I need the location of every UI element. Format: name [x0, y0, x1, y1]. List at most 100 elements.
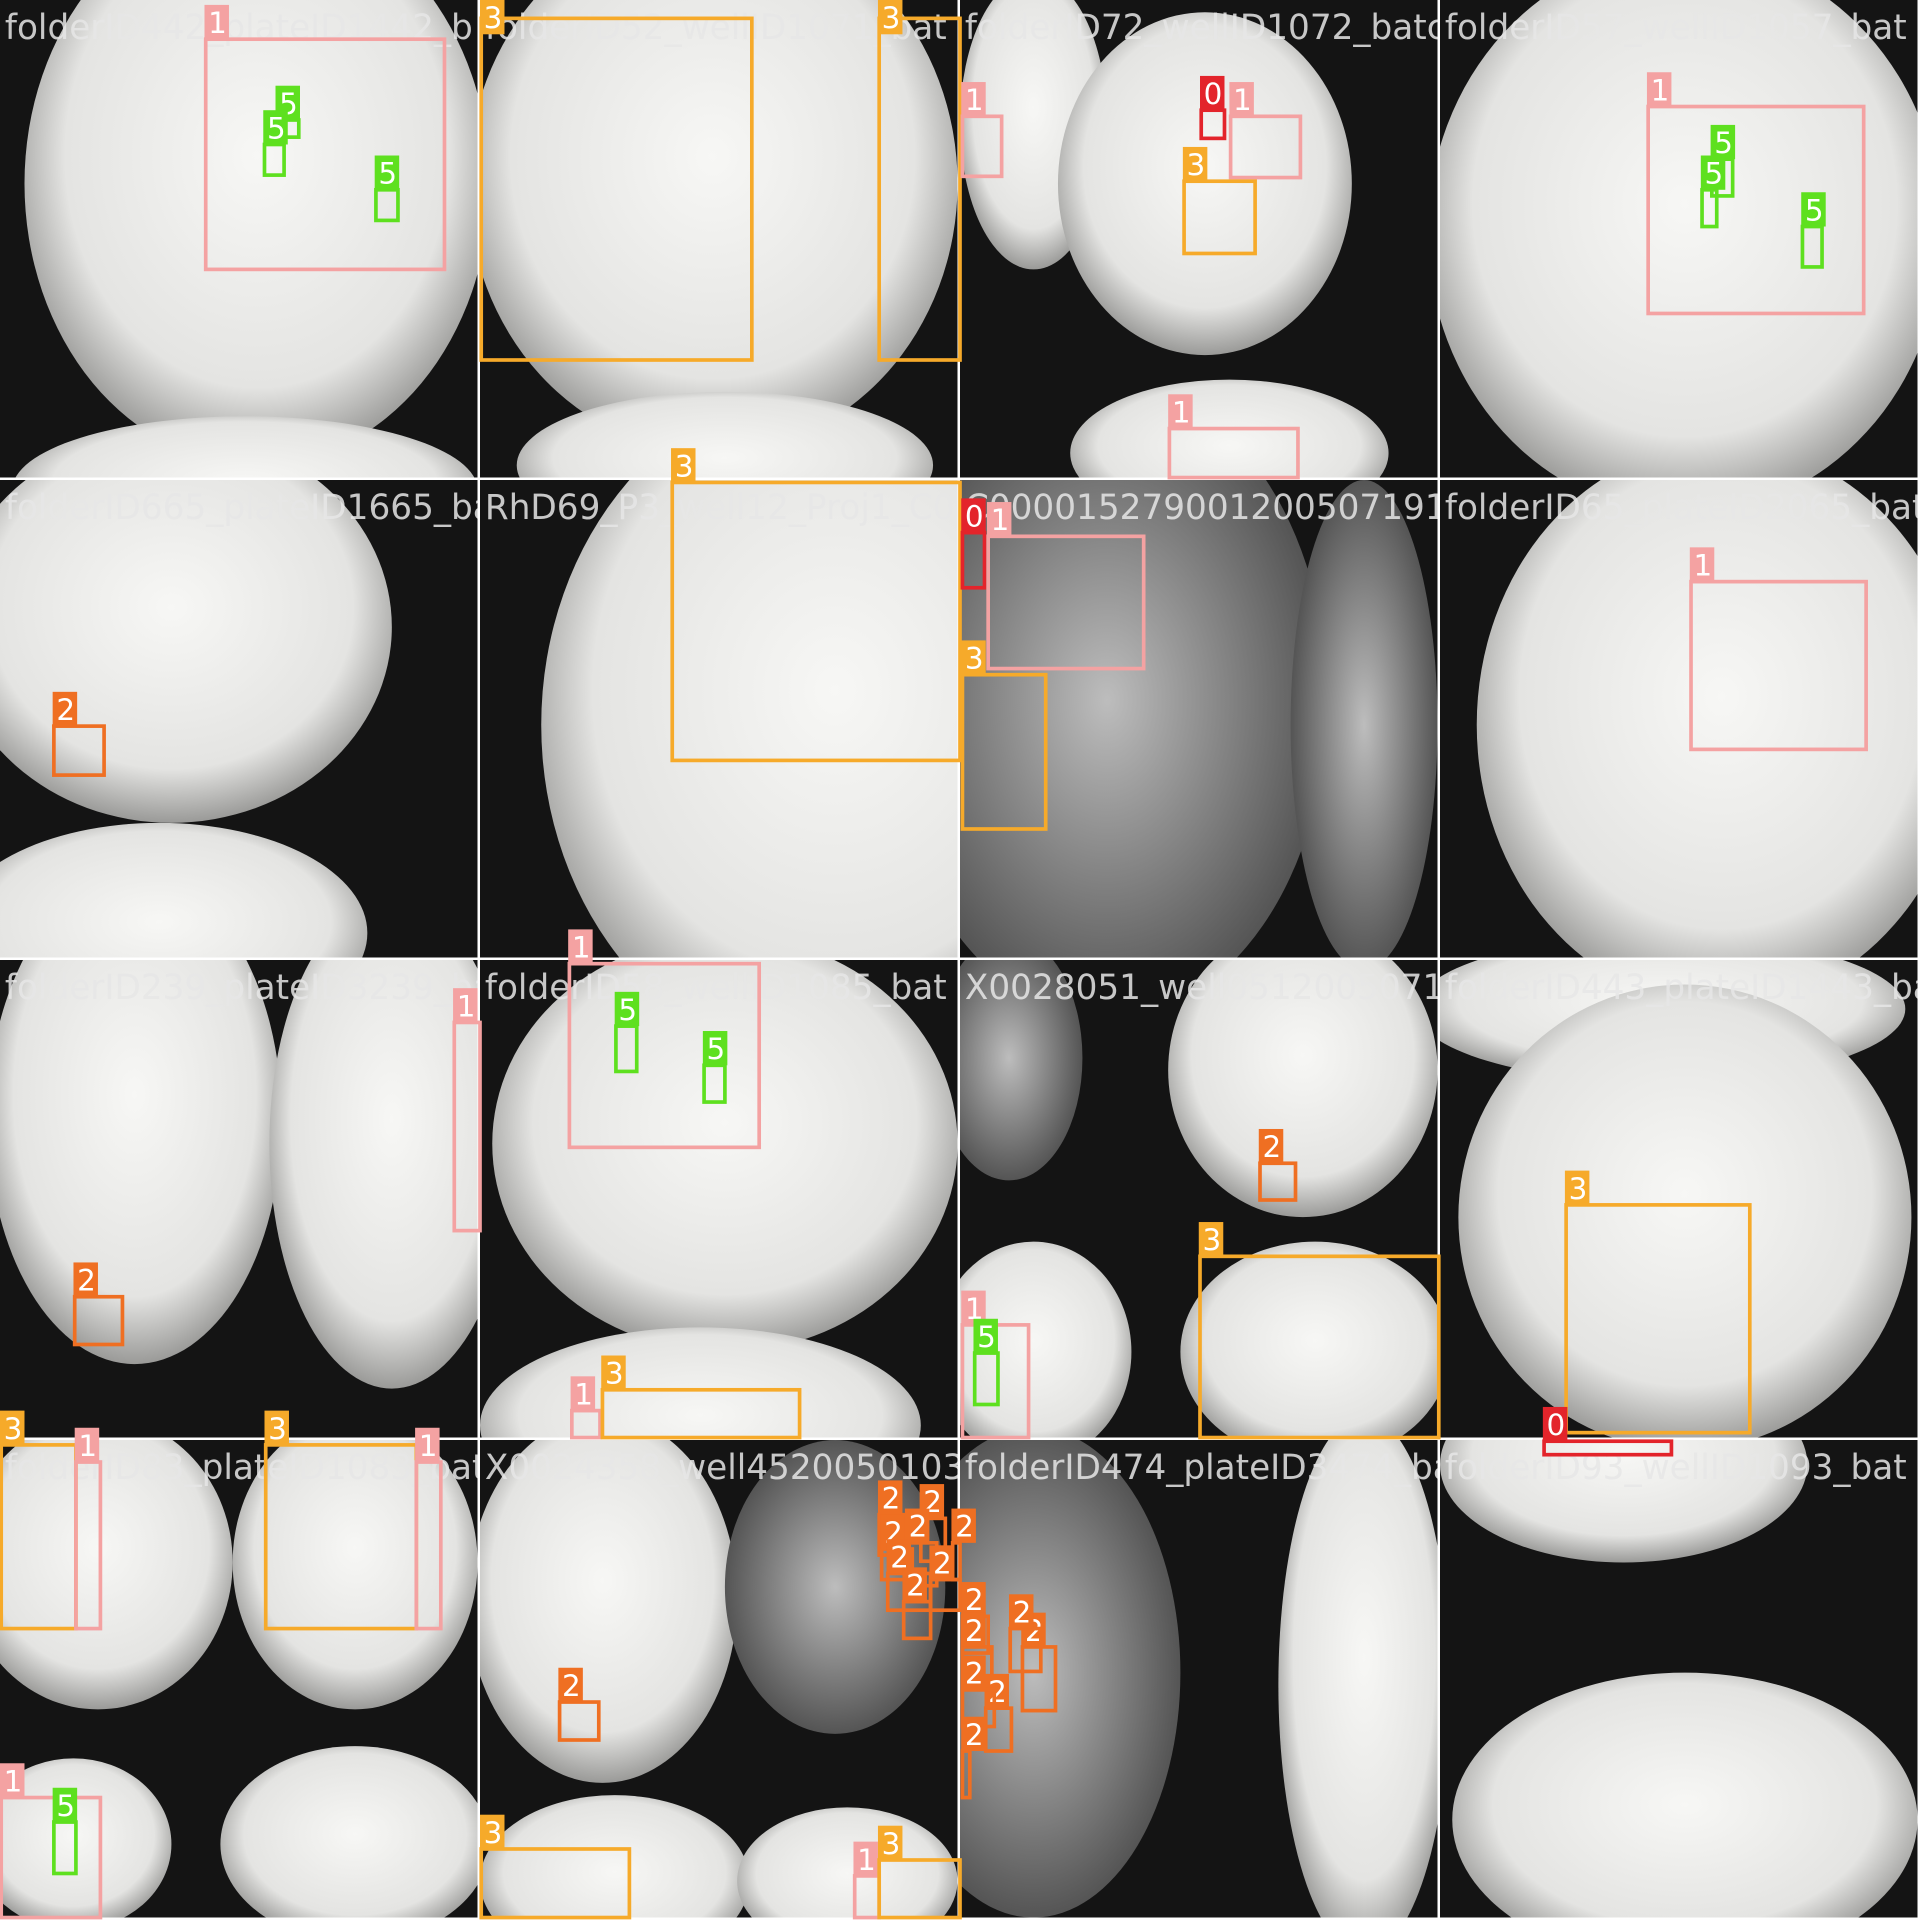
class-label: 2: [1013, 1595, 1032, 1629]
tile: folderID665_plateID1665_ba: [0, 480, 494, 958]
class-label: 2: [906, 1569, 925, 1603]
class-tag: [702, 1031, 728, 1066]
class-label: 2: [965, 1614, 984, 1648]
tile-filename: folderID58_wellID1085_bat: [485, 968, 947, 1008]
class-tag: [204, 4, 229, 40]
class-tag: [877, 1480, 903, 1515]
class-tag: [961, 640, 986, 675]
tile-filename: X0028051_well051200507160f22.png: [965, 968, 1620, 1008]
class-tag: [415, 1427, 440, 1463]
tile: folderID239_plateID3239_ba: [0, 960, 478, 1438]
tile: folderID52_wellID1071_bat: [480, 0, 958, 478]
class-tag: [0, 1763, 25, 1798]
well-image: [1458, 984, 1912, 1438]
class-label: 2: [965, 1718, 984, 1752]
tile: folderID72_wellID1072_batc: [960, 0, 1446, 478]
tile-filename: folderID57_wellID1057_bat: [1445, 8, 1907, 48]
class-label: 0: [965, 500, 984, 534]
tile: folderID443_plateID1443_ba: [1440, 960, 1918, 1438]
class-label: 1: [965, 1292, 984, 1326]
class-tag: [671, 448, 696, 483]
class-tag: [558, 1667, 583, 1703]
class-label: 1: [857, 1843, 876, 1877]
bounding-box: [479, 1847, 632, 1920]
class-tag: [52, 1787, 78, 1823]
class-tag: [986, 502, 1012, 537]
class-tag: [73, 1262, 98, 1297]
well-image: [1476, 480, 1918, 958]
class-label: 3: [882, 1827, 901, 1861]
class-label: 1: [1233, 83, 1252, 117]
class-label: 5: [378, 157, 397, 191]
class-tag: [1168, 394, 1193, 429]
class-tag: [1646, 72, 1672, 107]
tile-filename: folderID72_wellID1072_batc: [965, 8, 1446, 48]
class-label: 5: [618, 993, 637, 1027]
tile-filename: folderID93_wellID1093_bat: [1445, 1448, 1907, 1488]
tile-filename: folderID442_plateID1442_b: [5, 8, 473, 48]
bounding-box: [1182, 179, 1257, 256]
well-image: [960, 480, 1328, 958]
class-label: 3: [484, 1, 503, 35]
class-label: 1: [419, 1429, 438, 1463]
well-image: [480, 1795, 750, 1918]
class-tag: [961, 1582, 986, 1617]
class-label: 2: [955, 1510, 974, 1544]
class-tag: [1200, 75, 1225, 111]
class-label: 2: [965, 1583, 984, 1617]
tile: RhD69_P3_well12_Proj1_C0000: [480, 480, 1020, 958]
class-label: 5: [267, 111, 286, 145]
class-tag: [961, 82, 986, 117]
class-tag: [1564, 1170, 1590, 1205]
well-image: [0, 1440, 233, 1710]
class-label: 1: [991, 503, 1010, 537]
class-label: 0: [1204, 77, 1223, 111]
class-label: 1: [1693, 549, 1712, 583]
class-label: 2: [882, 1482, 901, 1516]
class-tag: [961, 1655, 986, 1690]
tile-filename: folderID665_plateID1665_ba: [5, 488, 494, 528]
bounding-box: [203, 37, 447, 272]
class-label: 2: [1262, 1130, 1281, 1164]
bounding-box: [567, 961, 762, 1150]
class-tag: [961, 1612, 986, 1647]
class-tag: [904, 1508, 930, 1543]
class-tag: [52, 691, 78, 727]
class-tag: [480, 0, 505, 35]
well-image: [0, 480, 392, 823]
class-label: 1: [574, 1377, 593, 1411]
tile-filename: RhD69_P3_well12_Proj1_C0000: [485, 488, 1020, 528]
class-tag: [902, 1567, 927, 1602]
bounding-box: [72, 1294, 125, 1347]
well-image: [0, 960, 282, 1365]
class-tag: [1542, 1406, 1568, 1442]
class-tag: [74, 1427, 100, 1463]
well-image: [480, 0, 958, 453]
bounding-box: [1228, 114, 1303, 180]
bounding-box: [960, 672, 1048, 831]
bounding-box: [600, 1387, 802, 1440]
class-tag: [1700, 155, 1726, 190]
well-image: [516, 391, 933, 478]
well-image: [492, 960, 958, 1352]
class-tag: [1182, 146, 1208, 182]
class-tag: [601, 1355, 626, 1390]
class-label: 3: [1202, 1223, 1221, 1257]
well-image: [1440, 1440, 1808, 1563]
bounding-box: [1198, 1254, 1441, 1440]
tile: folderID442_plateID1442_b: [0, 0, 478, 478]
tile-filename: folderID65_plateID2065_bat: [1445, 488, 1920, 528]
class-tag: [961, 1716, 986, 1752]
class-label: 1: [208, 6, 227, 40]
class-label: 3: [1569, 1172, 1588, 1206]
class-tag: [1008, 1594, 1034, 1629]
class-tag: [877, 0, 903, 35]
class-label: 1: [965, 83, 984, 117]
bounding-box: [1689, 579, 1868, 752]
tile-filename: folderID52_wellID1071_bat: [485, 8, 947, 48]
class-tag: [614, 991, 640, 1027]
tile-filename: C00001527900120050719153.png: [965, 488, 1566, 528]
class-tag: [1258, 1128, 1284, 1164]
class-label: 2: [933, 1546, 952, 1580]
